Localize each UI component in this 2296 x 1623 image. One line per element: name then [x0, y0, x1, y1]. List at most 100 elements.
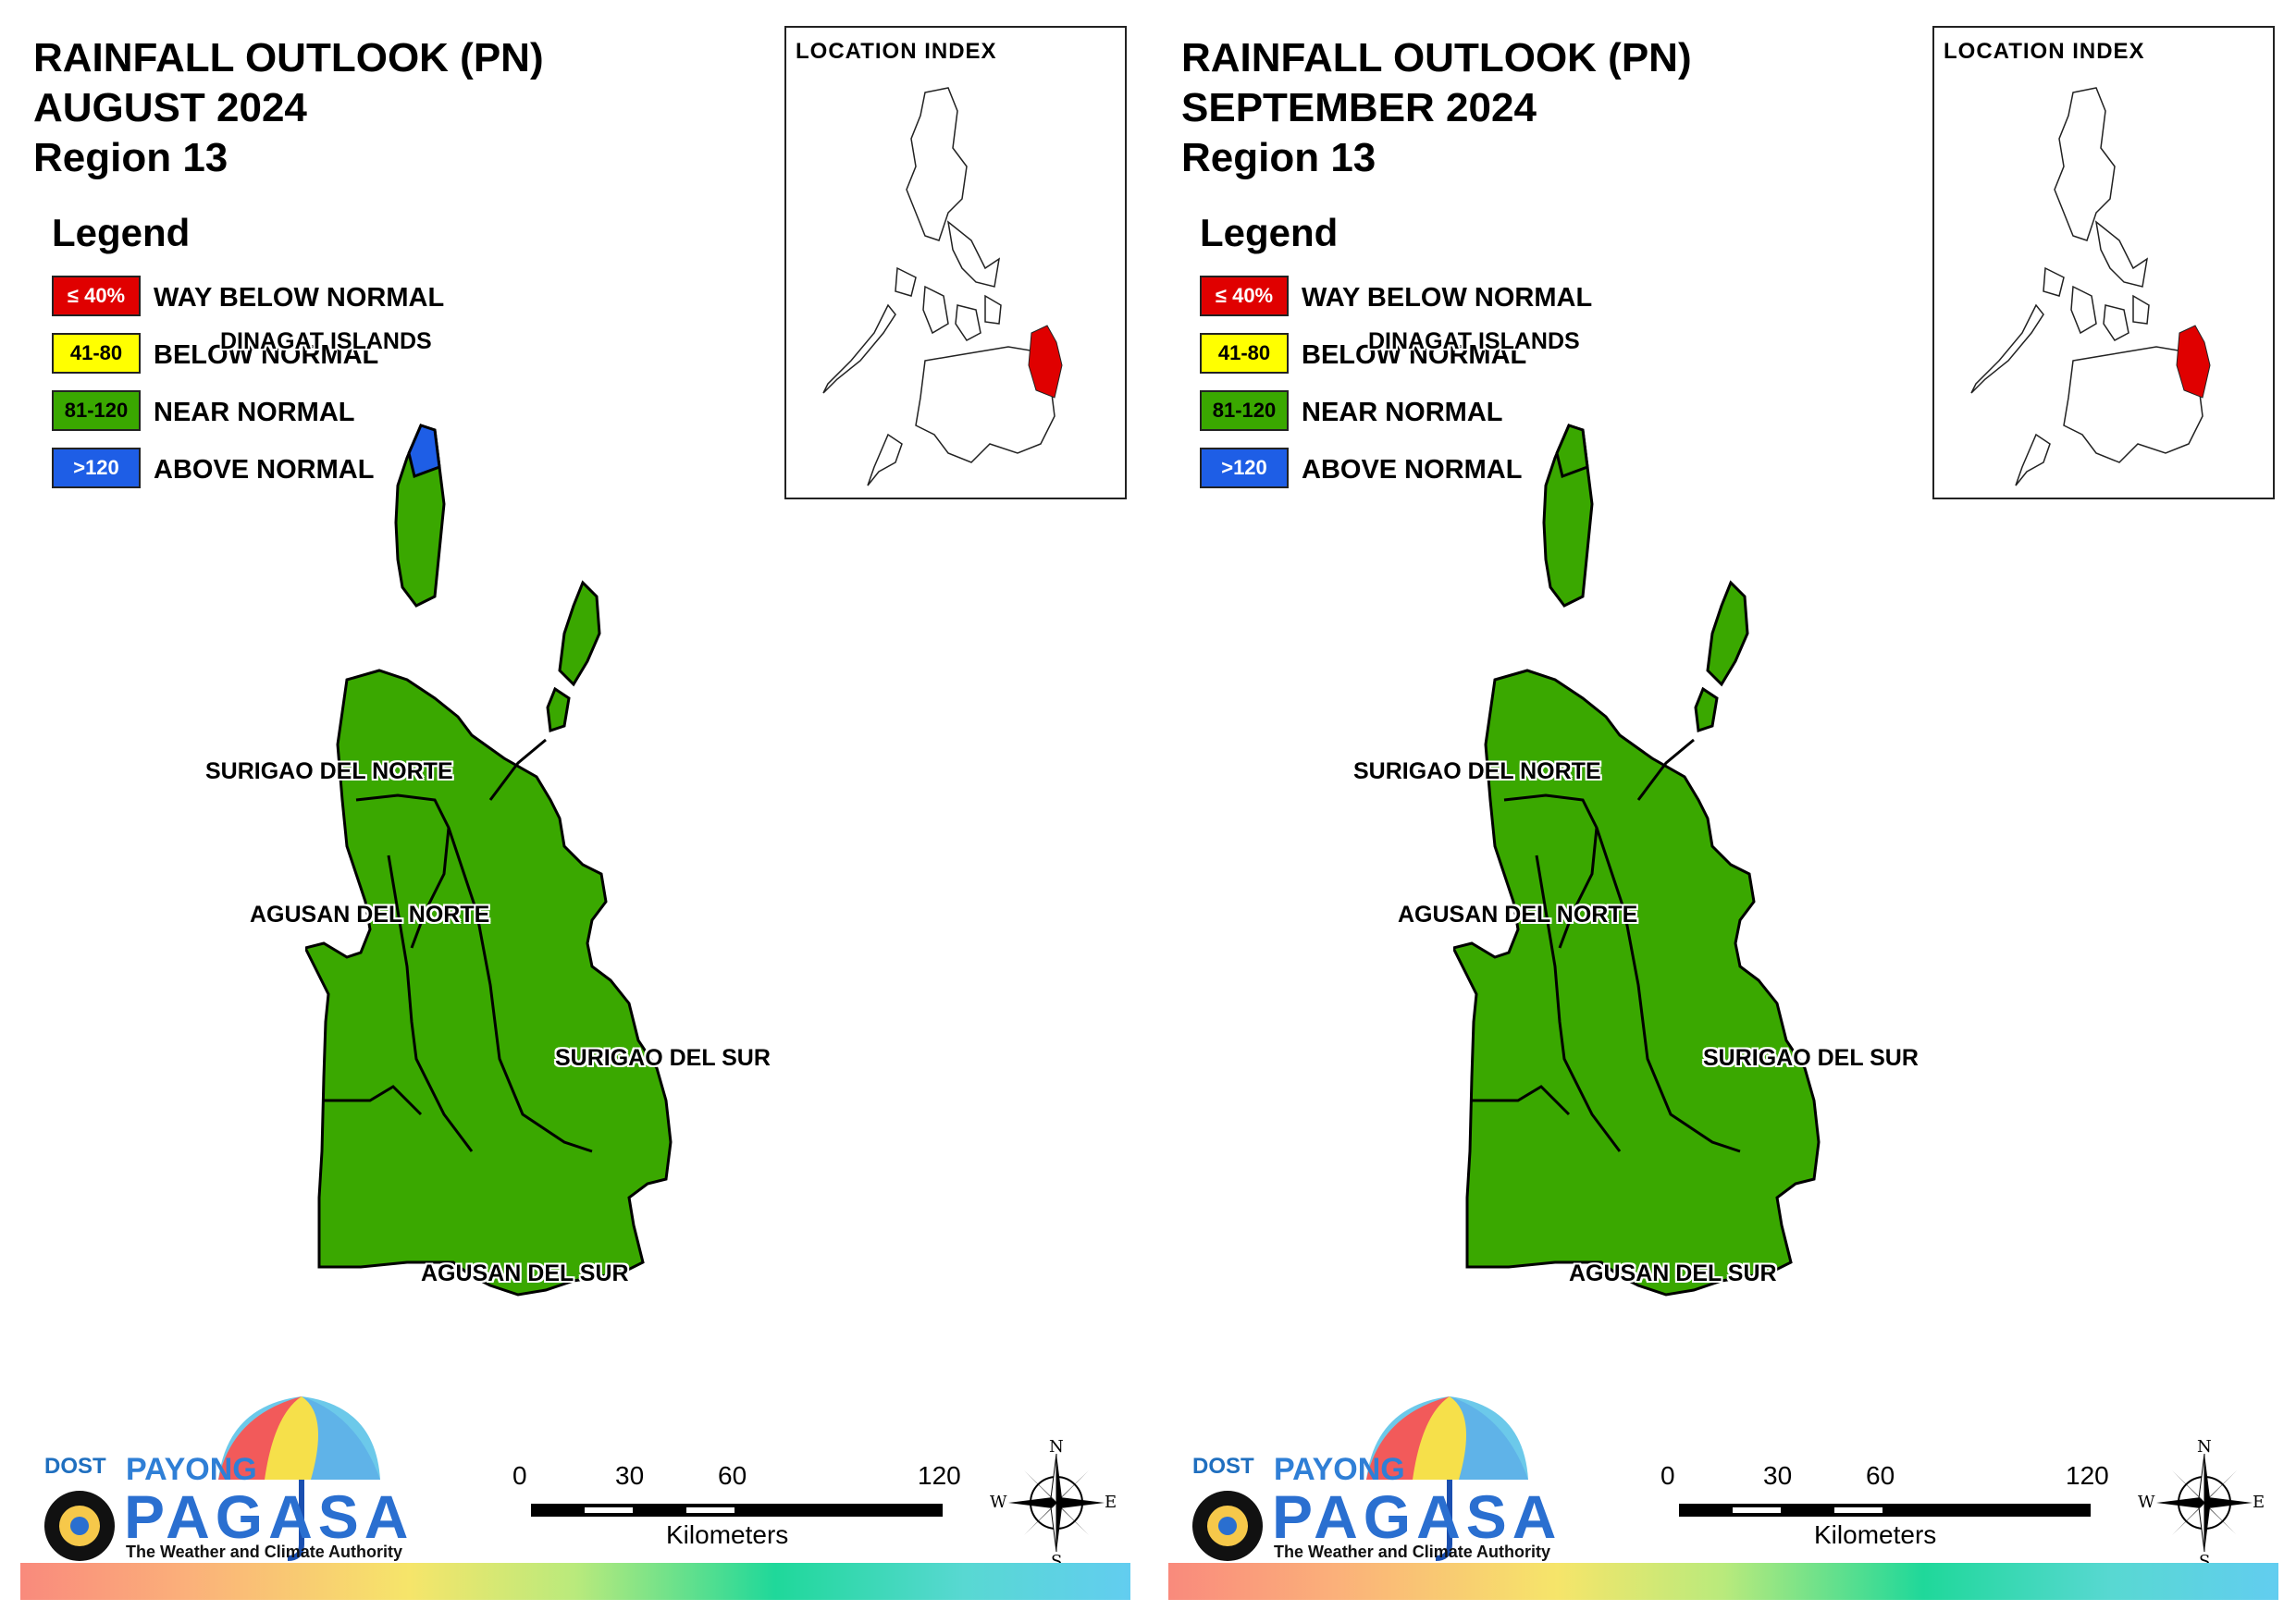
legend-item-above: >120 ABOVE NORMAL: [1200, 448, 1522, 505]
title-line-3: Region 13: [1181, 135, 1376, 180]
scale-bar: 0 30 60 120 Kilometers: [512, 1461, 981, 1563]
boundary-surigao-del-sur: [1595, 827, 1741, 1153]
scale-tick-120: 120: [918, 1461, 961, 1490]
boundary-surigao-del-sur: [447, 827, 593, 1153]
dost-text: DOST: [1192, 1454, 1254, 1479]
province-map: [1450, 424, 1821, 1297]
region-13-map: DINAGAT ISLANDS SURIGAO DEL NORTE AGUSAN…: [205, 328, 823, 1392]
label-surigao-del-norte: SURIGAO DEL NORTE: [205, 758, 453, 784]
boundary-northeast: [488, 738, 547, 801]
bucas-grande-island: [1694, 686, 1719, 733]
region-13-highlight: [1028, 325, 1063, 399]
north-arrow: N E S W: [990, 1437, 1117, 1571]
tagline-text: The Weather and Climate Authority: [126, 1543, 403, 1561]
compass-rose-icon: [1008, 1453, 1105, 1553]
outlook-panel-september: RAINFALL OUTLOOK (PN) SEPTEMBER 2024 Reg…: [1148, 0, 2296, 1623]
title-line-2: AUGUST 2024: [33, 85, 307, 130]
boundary-northeast: [1636, 738, 1695, 801]
region-13-highlight: [2176, 325, 2211, 399]
title-line-2: SEPTEMBER 2024: [1181, 85, 1537, 130]
scale-tick-120: 120: [2066, 1461, 2109, 1490]
scale-unit: Kilometers: [1814, 1520, 1937, 1549]
scale-tick-0: 0: [512, 1461, 527, 1490]
legend-swatch: >120: [52, 448, 141, 488]
scale-bar-graphic: [1679, 1504, 2091, 1517]
legend-swatch: 81-120: [1200, 390, 1289, 431]
province-map: [302, 424, 673, 1297]
map-title: RAINFALL OUTLOOK (PN) AUGUST 2024 Region…: [33, 33, 544, 183]
label-surigao-del-sur: SURIGAO DEL SUR: [1703, 1045, 1919, 1071]
label-surigao-del-sur: SURIGAO DEL SUR: [555, 1045, 771, 1071]
label-dinagat-islands: DINAGAT ISLANDS: [1368, 328, 1580, 354]
payong-text: PAYONG: [1274, 1452, 1405, 1487]
scale-unit: Kilometers: [666, 1520, 789, 1549]
legend-item-way-below: ≤ 40% WAY BELOW NORMAL: [52, 276, 444, 333]
legend-item-above: >120 ABOVE NORMAL: [52, 448, 374, 505]
legend-label: ABOVE NORMAL: [1302, 455, 1523, 485]
umbrella-icon: [1192, 1396, 1528, 1561]
legend-item-below: 41-80 BELOW NORMAL: [1200, 333, 1526, 390]
siargao-island: [1706, 580, 1749, 687]
compass-w: W: [990, 1493, 1007, 1512]
mainland-caraga: [302, 669, 673, 1297]
location-index-title: LOCATION INDEX: [796, 39, 997, 64]
dinagat-tip: [407, 424, 441, 478]
title-line-3: Region 13: [33, 135, 228, 180]
legend: Legend ≤ 40% WAY BELOW NORMAL 41-80 BELO…: [1200, 211, 1592, 505]
dost-text: DOST: [44, 1454, 106, 1479]
compass-e: E: [2253, 1493, 2265, 1512]
legend-item-near: 81-120 NEAR NORMAL: [52, 390, 355, 448]
philippines-outline: [822, 87, 1063, 486]
boundary-agusan-west: [1535, 855, 1622, 1152]
mainland-caraga: [1450, 669, 1821, 1297]
scale-tick-0: 0: [1660, 1461, 1675, 1490]
scale-bar: 0 30 60 120 Kilometers: [1660, 1461, 2129, 1563]
dinagat-tip: [1555, 424, 1589, 478]
label-agusan-del-sur: AGUSAN DEL SUR: [1569, 1260, 1777, 1286]
compass-n: N: [2197, 1437, 2212, 1457]
color-gradient-bar: [20, 1563, 1130, 1600]
scale-tick-60: 60: [718, 1461, 747, 1490]
pagasa-logo: DOST PAYONG PAGASA The Weather and Clima…: [33, 1387, 408, 1572]
outlook-panel-august: RAINFALL OUTLOOK (PN) AUGUST 2024 Region…: [20, 26, 1130, 1600]
compass-e: E: [1105, 1493, 1117, 1512]
label-dinagat-islands: DINAGAT ISLANDS: [220, 328, 432, 354]
location-index-map: LOCATION INDEX: [1932, 26, 2275, 499]
scale-tick-30: 30: [615, 1461, 645, 1490]
legend-swatch: 41-80: [52, 333, 141, 374]
legend-label: BELOW NORMAL: [154, 340, 379, 370]
legend-swatch: 41-80: [1200, 333, 1289, 374]
boundary-agusan-south: [1472, 1085, 1571, 1116]
location-index-title: LOCATION INDEX: [1944, 39, 2145, 64]
legend-label: WAY BELOW NORMAL: [154, 283, 445, 313]
map-title: RAINFALL OUTLOOK (PN) SEPTEMBER 2024 Reg…: [1181, 33, 1692, 183]
legend-label: BELOW NORMAL: [1302, 340, 1527, 370]
boundary-agusan-west: [387, 855, 474, 1152]
pagasa-text: PAGASA: [1272, 1482, 1562, 1551]
pagasa-logo: DOST PAYONG PAGASA The Weather and Clima…: [1181, 1387, 1556, 1572]
legend-label: ABOVE NORMAL: [154, 455, 375, 485]
philippines-outline: [1970, 87, 2211, 486]
bucas-grande-island: [546, 686, 571, 733]
region-13-map: DINAGAT ISLANDS SURIGAO DEL NORTE AGUSAN…: [1353, 328, 1971, 1392]
legend-item-near: 81-120 NEAR NORMAL: [1200, 390, 1503, 448]
north-arrow: N E S W: [2138, 1437, 2265, 1571]
label-agusan-del-sur: AGUSAN DEL SUR: [421, 1260, 629, 1286]
scale-bar-graphic: [531, 1504, 943, 1517]
legend-swatch: >120: [1200, 448, 1289, 488]
compass-rose-icon: [2156, 1453, 2253, 1553]
compass-n: N: [1049, 1437, 1064, 1457]
legend-swatch: ≤ 40%: [52, 276, 141, 316]
legend-swatch: 81-120: [52, 390, 141, 431]
scale-tick-60: 60: [1866, 1461, 1895, 1490]
legend-label: NEAR NORMAL: [1302, 398, 1503, 427]
label-surigao-del-norte: SURIGAO DEL NORTE: [1353, 758, 1601, 784]
location-index-map: LOCATION INDEX: [784, 26, 1127, 499]
title-line-1: RAINFALL OUTLOOK (PN): [33, 35, 544, 80]
siargao-island: [558, 580, 601, 687]
payong-text: PAYONG: [126, 1452, 257, 1487]
label-agusan-del-norte: AGUSAN DEL NORTE: [250, 902, 490, 928]
legend-label: WAY BELOW NORMAL: [1302, 283, 1593, 313]
label-agusan-del-norte: AGUSAN DEL NORTE: [1398, 902, 1638, 928]
tagline-text: The Weather and Climate Authority: [1274, 1543, 1551, 1561]
